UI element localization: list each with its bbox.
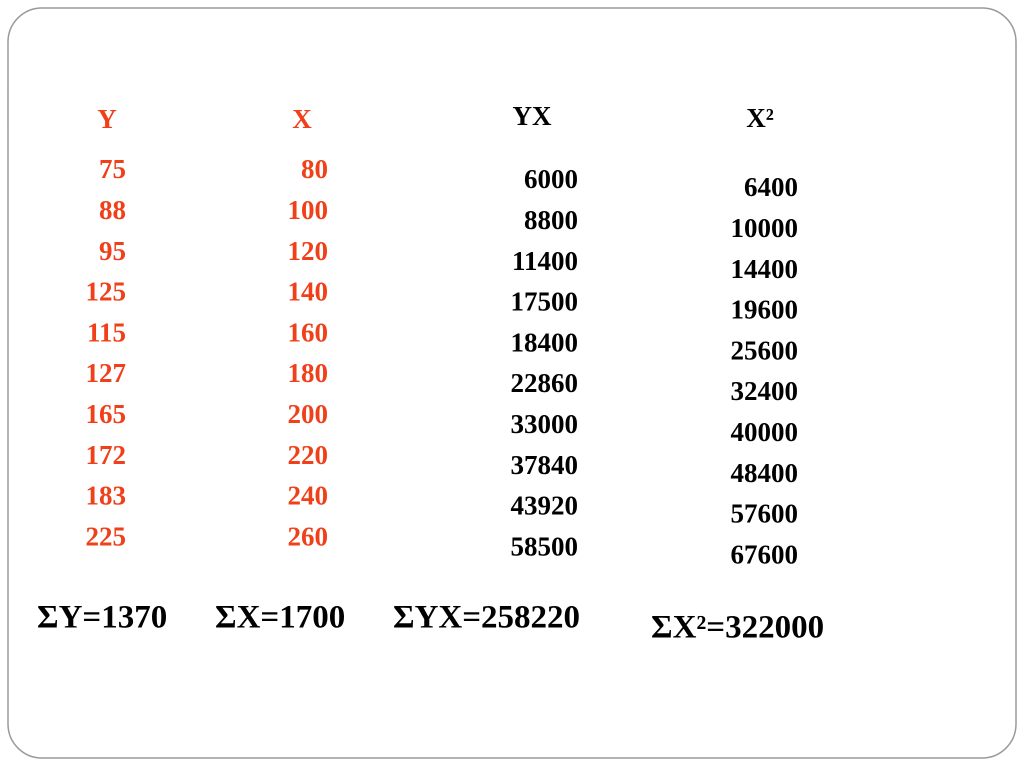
column-value: 127 <box>86 358 127 388</box>
column-value: 225 <box>86 521 127 551</box>
column-value: 183 <box>86 481 127 511</box>
column-value: 33000 <box>511 409 579 439</box>
column-value: 57600 <box>731 499 799 529</box>
column-sum: ΣYX=258220 <box>393 600 580 636</box>
column-value: 17500 <box>511 287 579 317</box>
column-value: 125 <box>86 277 127 307</box>
column-value: 115 <box>87 317 126 347</box>
column-value: 67600 <box>731 539 799 569</box>
column-value: 160 <box>288 317 329 347</box>
column-value: 19600 <box>731 295 799 325</box>
column-value: 58500 <box>511 531 579 561</box>
column-value: 8800 <box>524 205 578 235</box>
column-value: 95 <box>99 236 126 266</box>
column-value: 40000 <box>731 417 799 447</box>
column-header: Y <box>97 104 117 134</box>
column-value: 172 <box>86 440 127 470</box>
column-value: 43920 <box>511 491 579 521</box>
column-value: 25600 <box>731 335 799 365</box>
column-value: 75 <box>99 154 126 184</box>
column-value: 18400 <box>511 327 579 357</box>
column-value: 260 <box>288 521 329 551</box>
column-sum: ΣX²=322000 <box>651 610 824 646</box>
column-value: 22860 <box>511 368 579 398</box>
column-value: 240 <box>288 481 329 511</box>
column-header: YX <box>513 101 552 131</box>
column-header: X <box>292 104 312 134</box>
column-value: 80 <box>301 154 328 184</box>
column-value: 14400 <box>731 254 799 284</box>
column-value: 120 <box>288 236 329 266</box>
column-value: 200 <box>288 399 329 429</box>
column-value: 220 <box>288 440 329 470</box>
column-value: 10000 <box>731 213 799 243</box>
column-sum: ΣY=1370 <box>37 600 167 636</box>
column-value: 32400 <box>731 376 799 406</box>
column-value: 6400 <box>744 172 798 202</box>
column-header: X² <box>746 103 774 133</box>
column-value: 140 <box>288 277 329 307</box>
column-value: 37840 <box>511 450 579 480</box>
column-value: 11400 <box>512 246 578 276</box>
slide-frame <box>7 7 1017 759</box>
column-value: 100 <box>288 195 329 225</box>
column-value: 88 <box>99 195 126 225</box>
column-value: 165 <box>86 399 127 429</box>
column-value: 48400 <box>731 458 799 488</box>
column-value: 180 <box>288 358 329 388</box>
column-sum: ΣX=1700 <box>215 600 345 636</box>
column-value: 6000 <box>524 164 578 194</box>
